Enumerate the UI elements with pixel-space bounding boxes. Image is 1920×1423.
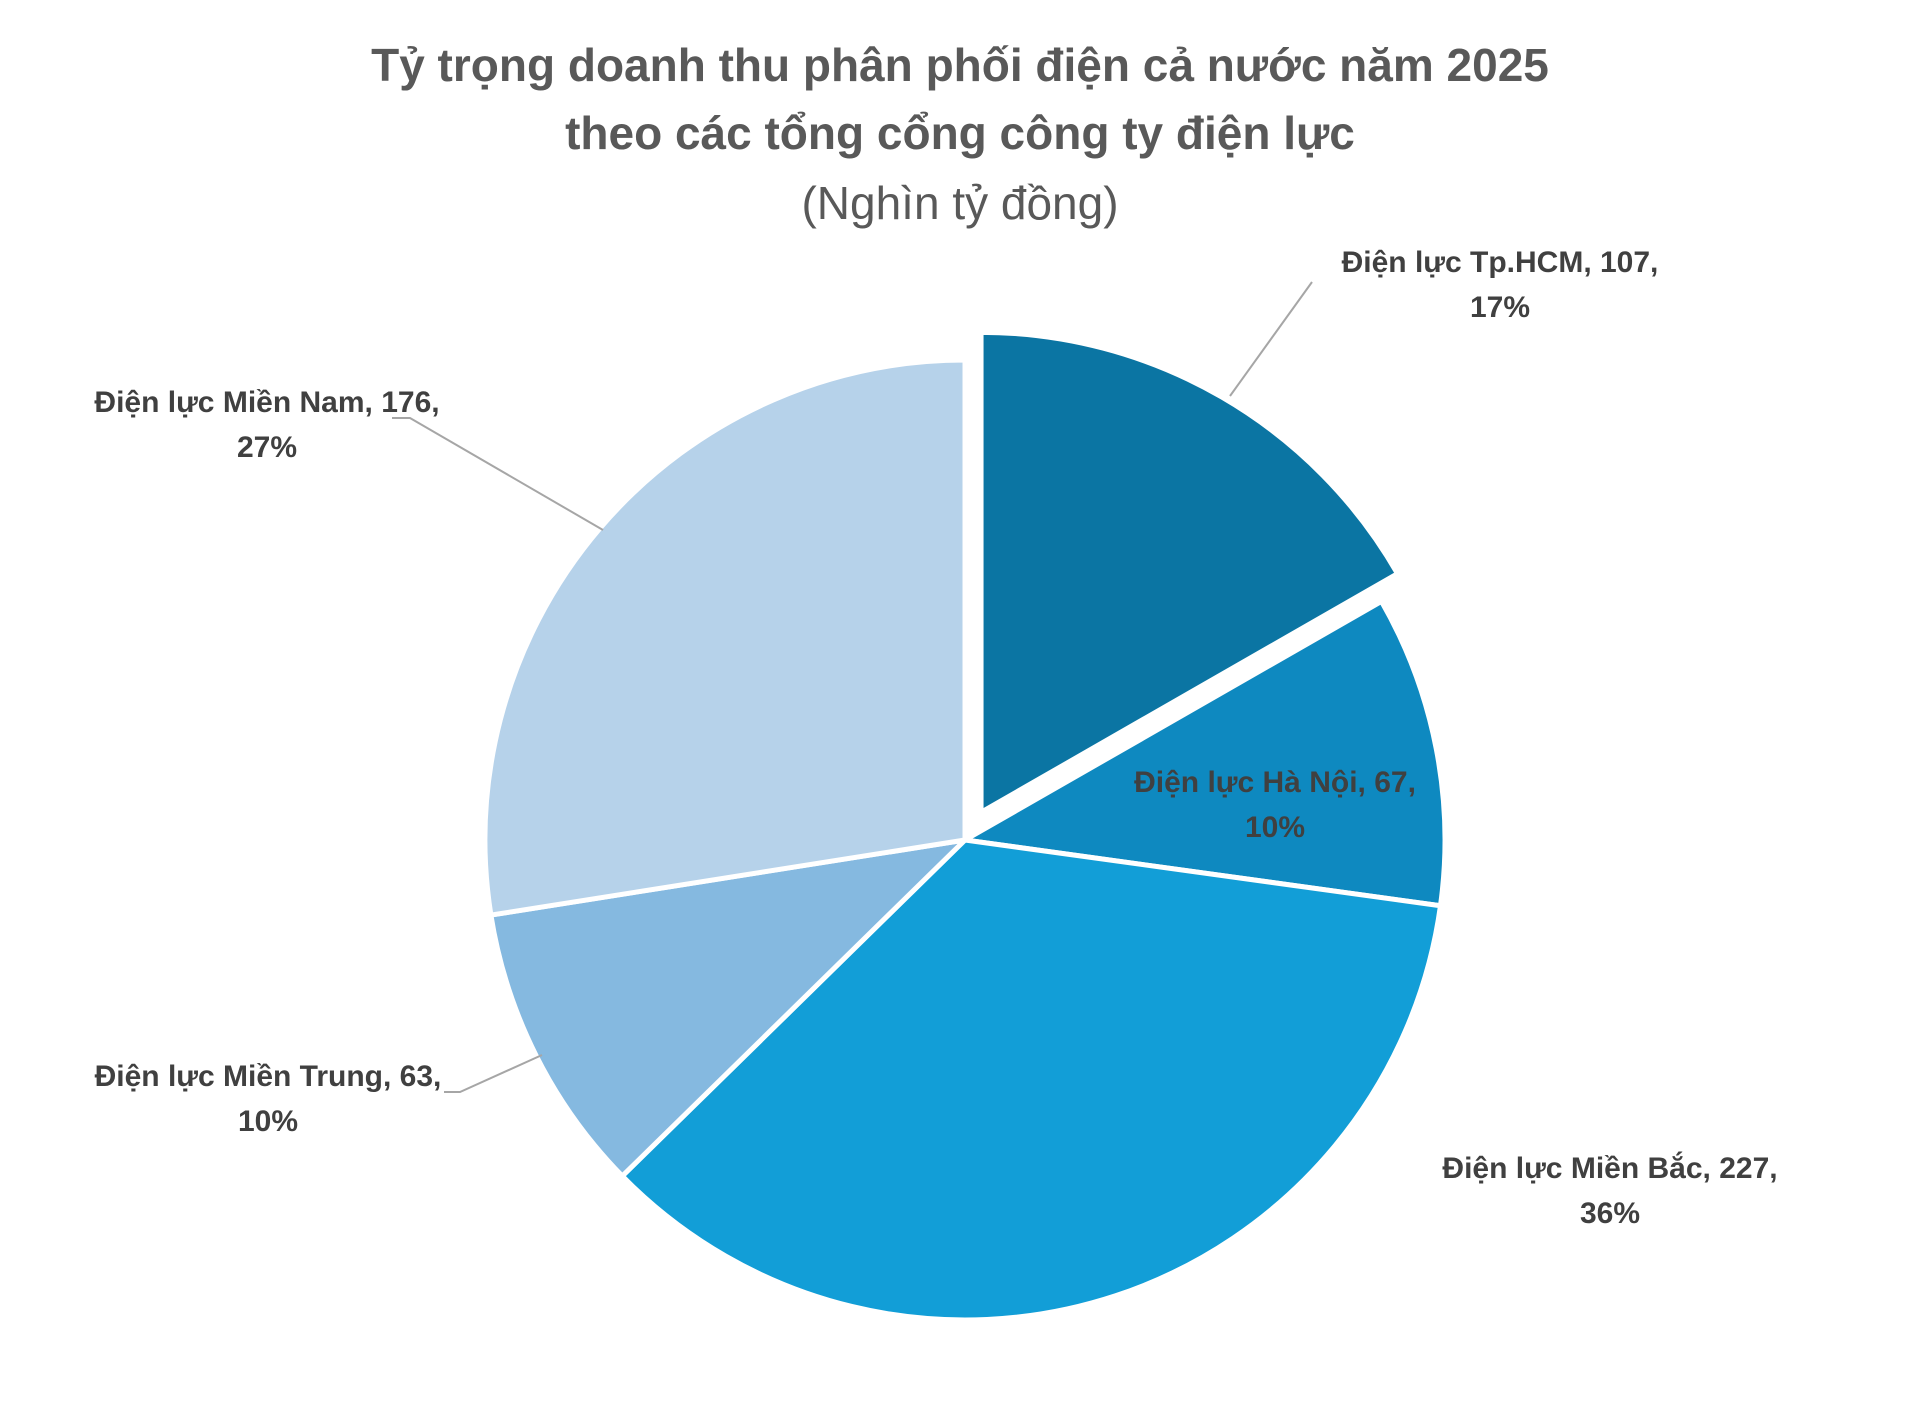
- pie-slice: [488, 837, 968, 1179]
- pie-slice: [619, 837, 1443, 1323]
- slice-label-name-value: Điện lực Miền Trung, 63,: [95, 1060, 442, 1093]
- pie-slice: [962, 598, 1448, 909]
- slice-label-percent: 10%: [238, 1105, 298, 1138]
- chart-subtitle: (Nghìn tỷ đồng): [801, 177, 1119, 229]
- slice-label-percent: 17%: [1470, 291, 1530, 324]
- pie-slice: [978, 329, 1401, 815]
- leader-line: [1229, 281, 1313, 397]
- slice-label-name-value: Điện lực Miền Nam, 176,: [94, 386, 439, 419]
- slice-label-name-value: Điện lực Tp.HCM, 107,: [1342, 246, 1659, 279]
- chart-title-line-1: Tỷ trọng doanh thu phân phối điện cả nướ…: [371, 39, 1549, 91]
- slice-label-name-value: Điện lực Miền Bắc, 227,: [1442, 1151, 1777, 1185]
- pie-slice: [482, 357, 968, 918]
- slice-label-name-value: Điện lực Hà Nội, 67,: [1134, 766, 1416, 799]
- leader-line: [392, 417, 604, 531]
- chart-title-line-2: theo các tổng cổng công ty điện lực: [565, 107, 1355, 159]
- slice-label-percent: 10%: [1245, 811, 1305, 844]
- slice-label-percent: 27%: [237, 431, 297, 464]
- slice-label-percent: 36%: [1580, 1197, 1640, 1230]
- leader-line: [444, 1054, 543, 1093]
